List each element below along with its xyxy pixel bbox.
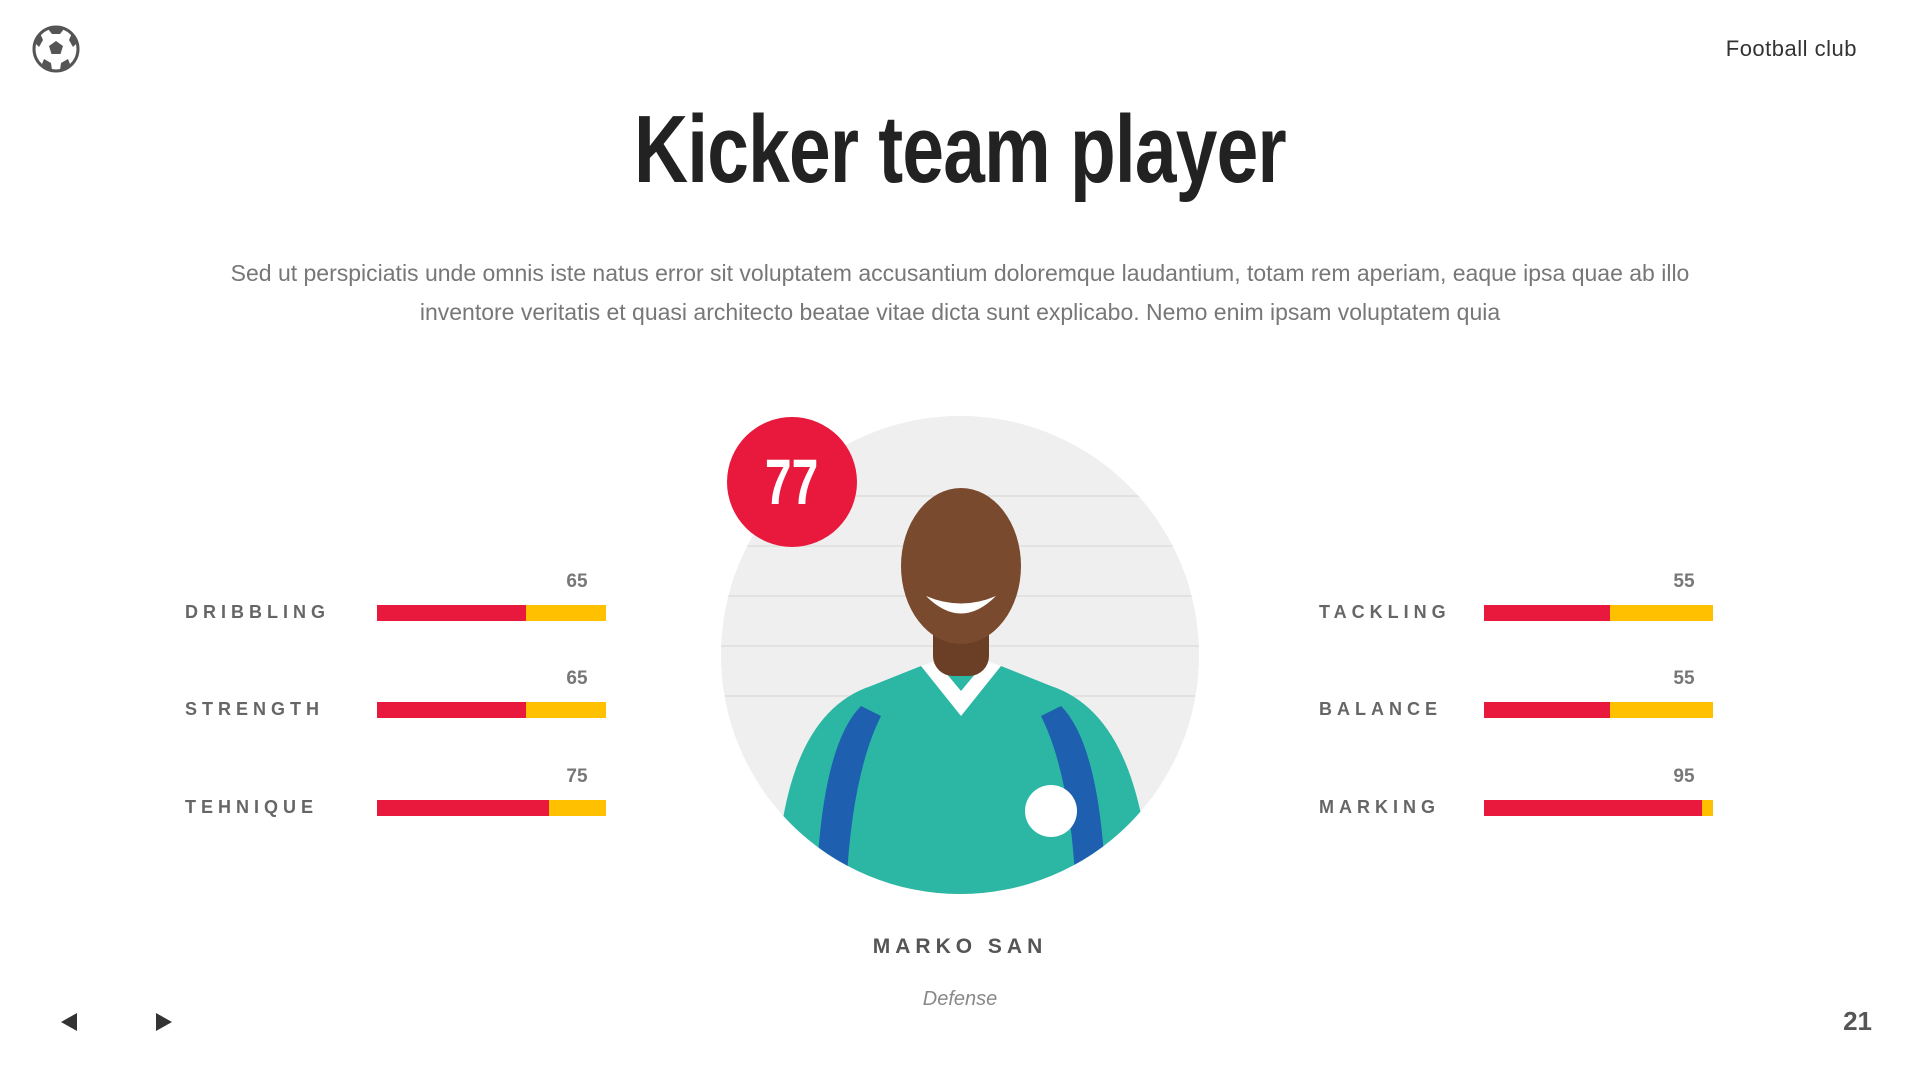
stat-value: 55 <box>1673 571 1695 592</box>
triangle-right-icon[interactable] <box>152 1010 176 1034</box>
player-name: MARKO SAN <box>872 935 1048 958</box>
stat-bar-fill <box>377 800 549 816</box>
player-position: Defense <box>922 988 998 1010</box>
stat-value: 65 <box>566 571 588 592</box>
stat-value: 95 <box>1673 766 1695 787</box>
page-number: 21 <box>1843 1006 1872 1036</box>
stat-bar <box>377 605 606 621</box>
stat-bar <box>377 800 606 816</box>
stat-value: 65 <box>566 668 588 689</box>
stat-bar <box>1484 702 1713 718</box>
stat-bar <box>1484 605 1713 621</box>
stat-bar-fill <box>1484 605 1610 621</box>
stat-label: DRIBBLING <box>185 602 330 622</box>
stat-label: STRENGTH <box>185 699 324 719</box>
stat-bar-fill <box>1484 800 1702 816</box>
stat-bar-fill <box>377 702 526 718</box>
stat-bar <box>377 702 606 718</box>
player-number-badge: 77 <box>727 417 857 547</box>
page-title: Kicker team player <box>0 95 1920 205</box>
stat-label: TEHNIQUE <box>185 797 319 817</box>
stat-value: 75 <box>566 766 588 787</box>
stat-label: BALANCE <box>1319 699 1442 719</box>
soccer-ball-icon <box>32 25 80 73</box>
stat-bar-fill <box>377 605 526 621</box>
page-title-text: Kicker team player <box>634 96 1287 203</box>
player-number: 77 <box>765 446 819 518</box>
stat-value: 55 <box>1673 668 1695 689</box>
stat-bar-fill <box>1484 702 1610 718</box>
stat-label: TACKLING <box>1319 602 1451 622</box>
triangle-left-icon[interactable] <box>57 1010 81 1034</box>
stat-label: MARKING <box>1319 797 1440 817</box>
stat-bar <box>1484 800 1713 816</box>
brand-name: Football club <box>1725 36 1857 61</box>
description: Sed ut perspiciatis unde omnis iste natu… <box>230 260 1690 325</box>
